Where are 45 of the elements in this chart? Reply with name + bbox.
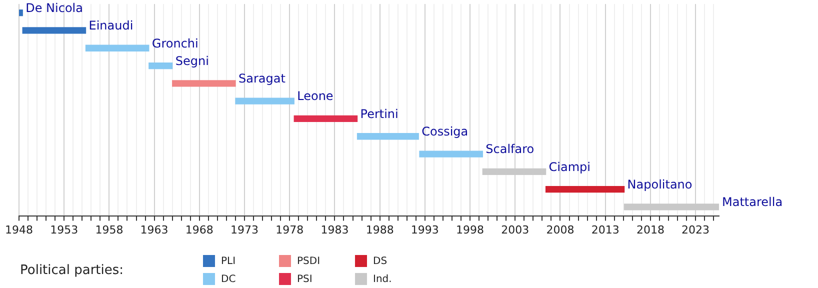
y-tick-label: Gronchi xyxy=(152,36,198,50)
x-tick-label: 1988 xyxy=(366,223,394,236)
x-tick-label: 1953 xyxy=(50,223,78,236)
legend-label: DC xyxy=(221,274,236,284)
y-tick-label: Saragat xyxy=(238,72,286,86)
x-tick-label: 1958 xyxy=(95,223,124,236)
x-tick-label: 2003 xyxy=(501,223,530,236)
bar xyxy=(419,150,483,158)
x-tick-label: 1968 xyxy=(185,223,214,236)
y-tick-label: Segni xyxy=(175,54,209,68)
y-tick-label: Scalfaro xyxy=(486,142,534,156)
legend-label: PSI xyxy=(297,274,312,284)
legend-label: PSDI xyxy=(297,256,320,266)
legend-title: Political parties: xyxy=(20,262,125,278)
y-tick-label: Einaudi xyxy=(88,18,134,33)
x-tick-label: 1978 xyxy=(276,223,304,236)
legend-label: Ind. xyxy=(373,274,392,284)
bar xyxy=(172,80,236,87)
y-tick-label: Mattarella xyxy=(722,195,783,210)
x-tick-label: 1998 xyxy=(456,223,484,236)
x-tick-label: 1983 xyxy=(320,223,349,236)
x-tick-label: 2018 xyxy=(636,223,664,236)
bar xyxy=(294,115,358,122)
legend-label: DS xyxy=(373,256,388,266)
x-tick-label: 1973 xyxy=(230,223,259,236)
y-tick-label: De Nicola xyxy=(26,0,83,15)
x-tick-label: 2013 xyxy=(591,223,620,236)
x-tick-label: 1993 xyxy=(410,223,439,236)
x-tick-label: 2023 xyxy=(682,223,710,236)
y-tick-label: Napolitano xyxy=(627,177,692,192)
bar xyxy=(235,98,294,104)
y-tick-label: Ciampi xyxy=(548,160,591,174)
bar xyxy=(356,133,419,140)
y-tick-label: Cossiga xyxy=(422,124,468,138)
bar xyxy=(85,44,150,52)
x-tick-label: 1948 xyxy=(5,223,33,236)
x-tick-label: 2008 xyxy=(546,223,574,236)
x-tick-label: 1963 xyxy=(140,223,168,236)
bar xyxy=(545,186,625,193)
bar xyxy=(148,62,173,70)
legend-label: PLI xyxy=(221,256,236,266)
y-tick-label: Pertini xyxy=(360,106,398,121)
bar xyxy=(19,9,23,16)
y-tick-label: Leone xyxy=(297,89,334,104)
bar xyxy=(22,27,86,34)
